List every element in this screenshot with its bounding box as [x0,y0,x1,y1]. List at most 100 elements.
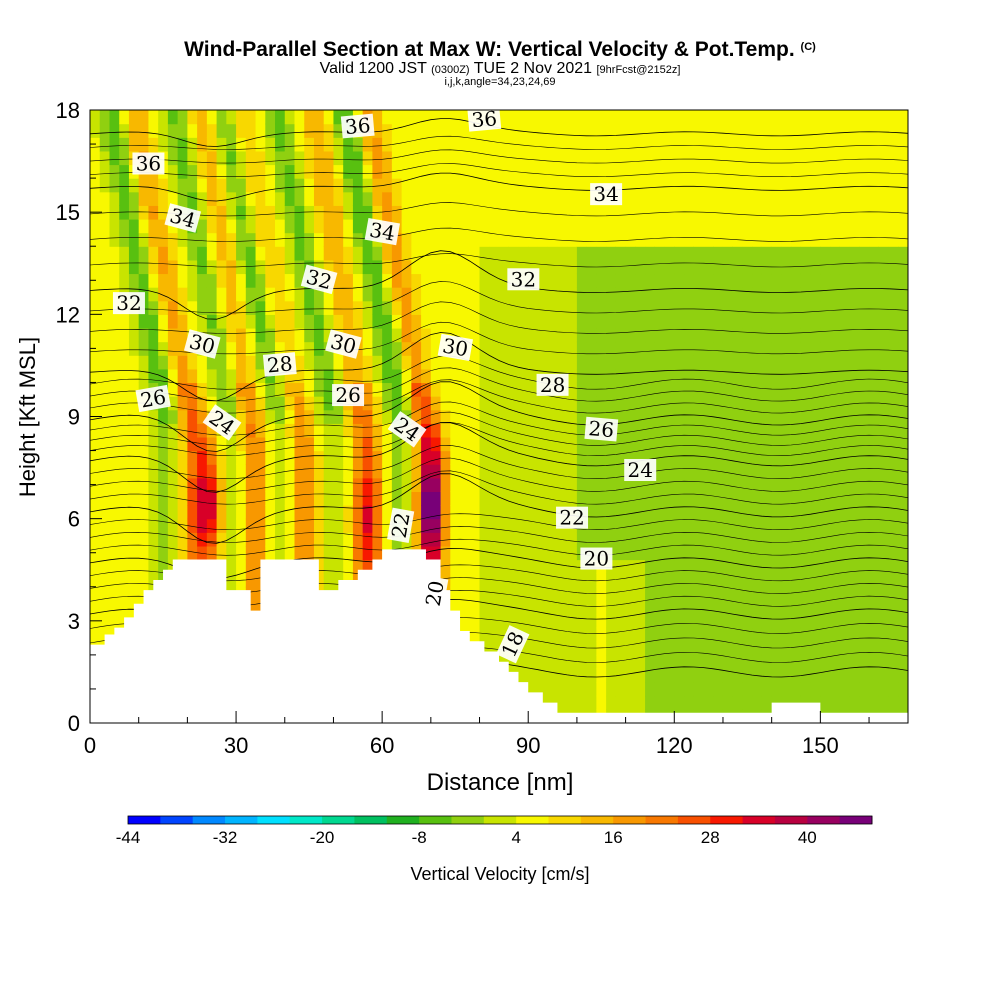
w-field-cell [830,178,841,193]
w-field-cell [430,532,442,547]
w-field-cell [430,518,442,533]
w-field-cell [684,423,695,438]
w-field-cell [499,137,510,152]
w-field-cell [323,477,335,493]
w-field-cell [654,137,666,152]
w-field-cell [791,545,802,561]
w-field-cell [430,178,442,193]
colorbar-tick-label: -8 [412,828,427,847]
w-field-cell [313,559,325,574]
w-field-cell [284,123,296,138]
w-field-cell [255,232,266,247]
w-field-cell [752,695,763,710]
w-field-cell [693,423,705,438]
w-field-cell [567,545,578,561]
w-field-cell [226,232,237,247]
w-field-cell [576,532,588,547]
w-field-cell [167,464,179,479]
w-field-cell [275,436,286,452]
w-field-cell [158,532,169,547]
w-field-cell [343,368,354,384]
w-field-cell [411,464,422,479]
w-field-cell [489,614,500,629]
w-field-cell [615,627,627,642]
w-field-cell [90,314,101,329]
w-field-cell [294,178,305,193]
w-field-cell [382,409,393,424]
w-field-cell [791,150,802,166]
w-field-cell [313,505,325,520]
w-field-cell [99,218,111,234]
w-field-cell [820,423,831,438]
w-field-cell [206,423,218,438]
w-field-cell [645,559,656,574]
w-field-cell [567,205,578,220]
w-field-cell [654,477,666,493]
w-field-cell [528,491,539,506]
w-field-cell [99,327,111,343]
w-field-cell [586,396,597,411]
w-field-cell [800,627,812,642]
w-field-cell [625,164,636,179]
w-field-cell [830,368,841,384]
w-field-cell [382,505,393,520]
w-field-cell [859,545,870,561]
w-field-cell [158,436,169,452]
w-field-cell [878,327,890,343]
w-field-cell [557,341,568,356]
w-field-cell [362,518,374,533]
w-field-cell [226,355,237,370]
w-field-cell [304,464,315,479]
w-field-cell [313,545,325,561]
w-field-cell [450,300,461,315]
w-field-cell [654,641,666,656]
w-field-cell [284,505,296,520]
w-field-cell [90,110,101,125]
w-field-cell [391,191,403,206]
w-field-cell [469,614,481,629]
w-field-cell [586,573,597,588]
w-field-cell [323,246,335,261]
w-field-cell [236,545,247,561]
w-field-cell [771,600,783,615]
w-field-cell [654,559,666,574]
w-field-cell [508,545,520,561]
w-field-cell [557,695,568,710]
w-field-cell [606,518,617,533]
w-field-cell [567,586,578,601]
w-field-cell [830,682,841,697]
w-field-cell [878,382,890,397]
w-field-cell [557,614,568,629]
w-field-cell [684,110,695,125]
w-field-cell [138,178,150,193]
w-field-cell [878,314,890,329]
w-field-cell [167,300,179,315]
w-field-cell [732,178,744,193]
w-field-cell [859,518,870,533]
theta-contour-minor [90,253,908,268]
w-field-cell [820,518,831,533]
w-field-cell [713,232,724,247]
w-field-cell [693,191,705,206]
w-field-cell [508,110,520,125]
w-field-cell [99,545,111,561]
w-field-cell [742,191,753,206]
w-field-cell [352,232,364,247]
w-field-cell [401,314,412,329]
w-field-cell [664,505,675,520]
w-field-cell [606,314,617,329]
w-field-cell [537,450,549,465]
w-field-cell [839,137,851,152]
w-field-cell [839,477,851,493]
w-field-cell [859,205,870,220]
w-field-cell [537,586,549,601]
w-field-cell [654,110,666,125]
w-field-cell [713,123,724,138]
w-field-cell [606,246,617,261]
w-field-cell [742,477,753,493]
w-field-cell [284,314,296,329]
w-field-cell [255,518,266,533]
w-field-cell [869,627,880,642]
w-field-cell [460,164,471,179]
w-field-cell [791,505,802,520]
